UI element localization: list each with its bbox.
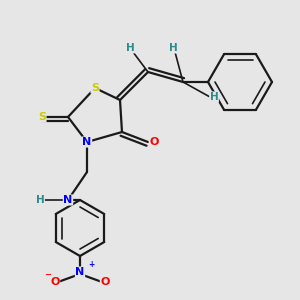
Text: O: O: [149, 137, 159, 147]
Text: N: N: [75, 267, 85, 277]
Text: H: H: [36, 195, 44, 205]
Text: N: N: [63, 195, 73, 205]
Text: O: O: [50, 277, 60, 287]
Text: +: +: [88, 260, 94, 269]
Text: S: S: [91, 83, 99, 93]
Text: H: H: [126, 43, 134, 53]
Text: O: O: [100, 277, 110, 287]
Text: N: N: [82, 137, 91, 147]
Text: H: H: [210, 92, 218, 102]
Text: S: S: [38, 112, 46, 122]
Text: H: H: [169, 43, 177, 53]
Text: −: −: [44, 270, 51, 279]
